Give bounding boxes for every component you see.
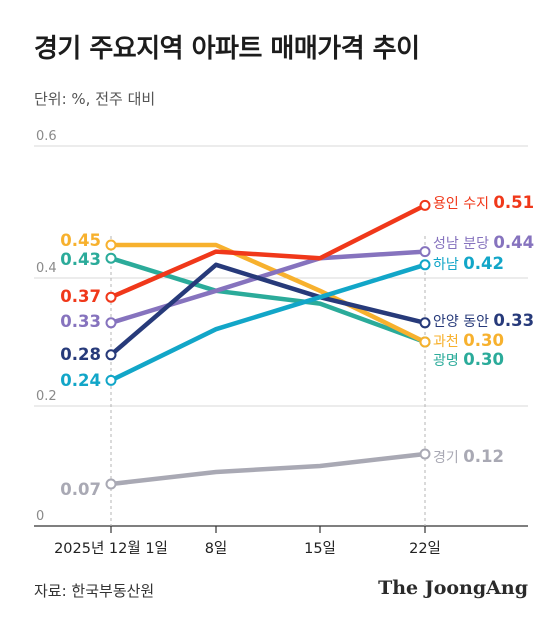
start-value-label: 0.07 [60,480,101,499]
end-value-label: 0.30 [463,350,504,369]
end-series-label: 성남 분당 0.44 [433,233,534,252]
series-point [105,252,117,264]
x-tick-label: 15일 [304,540,336,557]
end-value-label: 0.44 [493,233,534,252]
end-value-label: 0.51 [493,193,534,212]
start-value-label: 0.24 [60,371,101,390]
series-point [105,291,117,303]
series-name: 경기 [433,450,463,466]
y-tick-label: 0.4 [36,261,57,276]
brand-logo: The JoongAng [378,577,528,599]
series-point [419,336,431,348]
series-name: 하남 [433,257,463,273]
series-line [108,242,428,345]
series-line [108,255,428,345]
series-point [419,199,431,211]
x-tick-label: 22일 [409,540,441,557]
x-tick-label: 8일 [205,540,228,557]
series-point [419,246,431,258]
unit-label: 단위: %, 전주 대비 [34,90,156,108]
chart-title: 경기 주요지역 아파트 매매가격 추이 [34,34,420,64]
end-series-label: 용인 수지 0.51 [433,193,534,212]
start-value-label: 0.33 [60,312,101,331]
series-name: 과천 [433,334,463,350]
start-value-label: 0.45 [60,231,101,250]
y-tick-label: 0.2 [36,389,57,404]
start-value-label: 0.43 [60,250,101,269]
series-point [105,478,117,490]
series-point [105,349,117,361]
y-tick-label: 0 [36,509,44,524]
x-tick-label: 2025년 12월 1일 [54,540,168,557]
end-series-label: 경기 0.12 [433,447,504,466]
source-label: 자료: 한국부동산원 [34,582,155,600]
end-value-label: 0.33 [493,311,534,330]
series-point [419,317,431,329]
series-line [108,249,428,326]
series-point [105,374,117,386]
series-name: 안양 동안 [433,314,493,330]
end-series-label: 하남 0.42 [433,254,504,273]
series-name: 성남 분당 [433,236,493,252]
series-line [108,262,428,358]
series-line [108,262,428,383]
end-value-label: 0.42 [463,254,504,273]
series-name: 용인 수지 [433,196,493,212]
series-point [419,259,431,271]
end-series-label: 광명 0.30 [433,350,504,369]
y-tick-label: 0.6 [36,129,57,144]
series-point [419,448,431,460]
series-name: 광명 [433,353,463,369]
axis-spacer [34,410,528,411]
series-point [105,317,117,329]
start-value-label: 0.37 [60,287,101,306]
series-point [105,239,117,251]
end-value-label: 0.12 [463,447,504,466]
end-value-label: 0.30 [463,331,504,350]
series-line [108,203,428,300]
series-line [108,451,428,487]
end-series-label: 안양 동안 0.33 [433,311,534,330]
end-series-label: 과천 0.30 [433,331,504,350]
start-value-label: 0.28 [60,345,101,364]
